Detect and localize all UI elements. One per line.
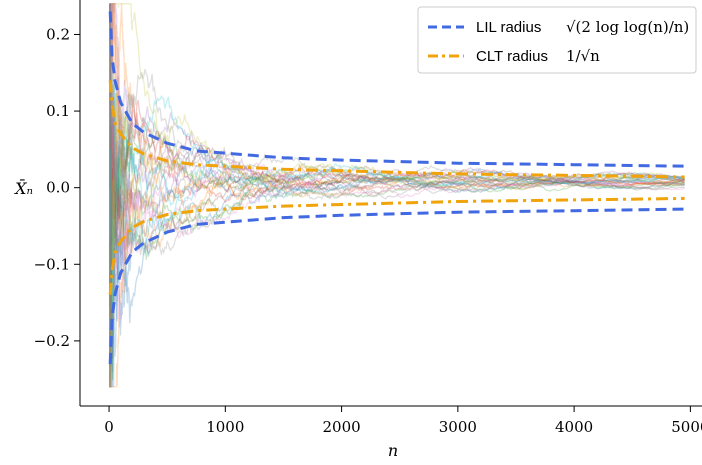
sample-path — [109, 170, 685, 388]
sample-path — [108, 3, 685, 388]
x-axis-label: n — [388, 441, 398, 460]
sample-path — [108, 3, 685, 298]
sample-path — [108, 119, 685, 380]
sample-path — [108, 36, 685, 213]
legend-math-clt: 1/√n — [566, 47, 600, 65]
sample-path — [108, 142, 685, 387]
axes — [79, 0, 702, 407]
clt-radius-upper — [108, 80, 685, 179]
x-tick-label: 1000 — [206, 418, 244, 436]
sample-path — [108, 79, 685, 388]
sample-path — [109, 3, 685, 360]
y-tick-label: 0.1 — [46, 102, 70, 120]
sample-path — [109, 93, 685, 388]
sample-path — [109, 94, 685, 388]
legend-math-lil: √(2 log log(n)/n) — [566, 18, 689, 36]
clt-radius-lower — [108, 196, 685, 296]
sample-path — [109, 3, 685, 190]
legend: LIL radius √(2 log log(n)/n) CLT radius … — [417, 6, 697, 74]
sample-path — [108, 3, 685, 269]
y-tick-label: 0.2 — [46, 25, 70, 43]
y-axis-label: X̄ₙ — [13, 177, 33, 198]
legend-label-clt: CLT radius — [476, 48, 548, 65]
y-ticks: −0.2 −0.1 0.0 0.1 0.2 — [34, 25, 80, 350]
x-tick-label: 3000 — [439, 418, 477, 436]
sample-path — [108, 27, 685, 381]
x-tick-label: 5000 — [671, 418, 702, 436]
sample-path — [108, 3, 685, 203]
sample-path — [109, 3, 685, 244]
sample-path — [108, 80, 685, 308]
x-ticks: 0 1000 2000 3000 4000 5000 — [104, 406, 702, 436]
legend-box — [417, 6, 697, 74]
sample-path — [109, 51, 685, 388]
sample-path — [109, 136, 685, 388]
x-tick-label: 2000 — [322, 418, 360, 436]
sample-path — [109, 3, 685, 263]
x-tick-label: 0 — [104, 418, 114, 436]
x-tick-label: 4000 — [555, 418, 593, 436]
y-tick-label: −0.1 — [34, 255, 70, 273]
sample-path — [109, 3, 685, 387]
sample-path — [108, 51, 685, 388]
lil-radius-lower — [108, 207, 685, 364]
sample-path — [108, 3, 685, 388]
sample-paths — [108, 3, 685, 388]
sample-path — [109, 126, 685, 388]
legend-label-lil: LIL radius — [476, 19, 541, 36]
sample-path — [108, 3, 685, 387]
radius-curves — [108, 11, 685, 364]
sample-path — [109, 3, 685, 328]
y-tick-label: 0.0 — [46, 179, 70, 197]
y-tick-label: −0.2 — [34, 332, 70, 350]
sample-path — [108, 3, 685, 197]
sample-path — [108, 115, 685, 281]
sample-path — [109, 92, 685, 388]
sample-path — [108, 118, 685, 388]
